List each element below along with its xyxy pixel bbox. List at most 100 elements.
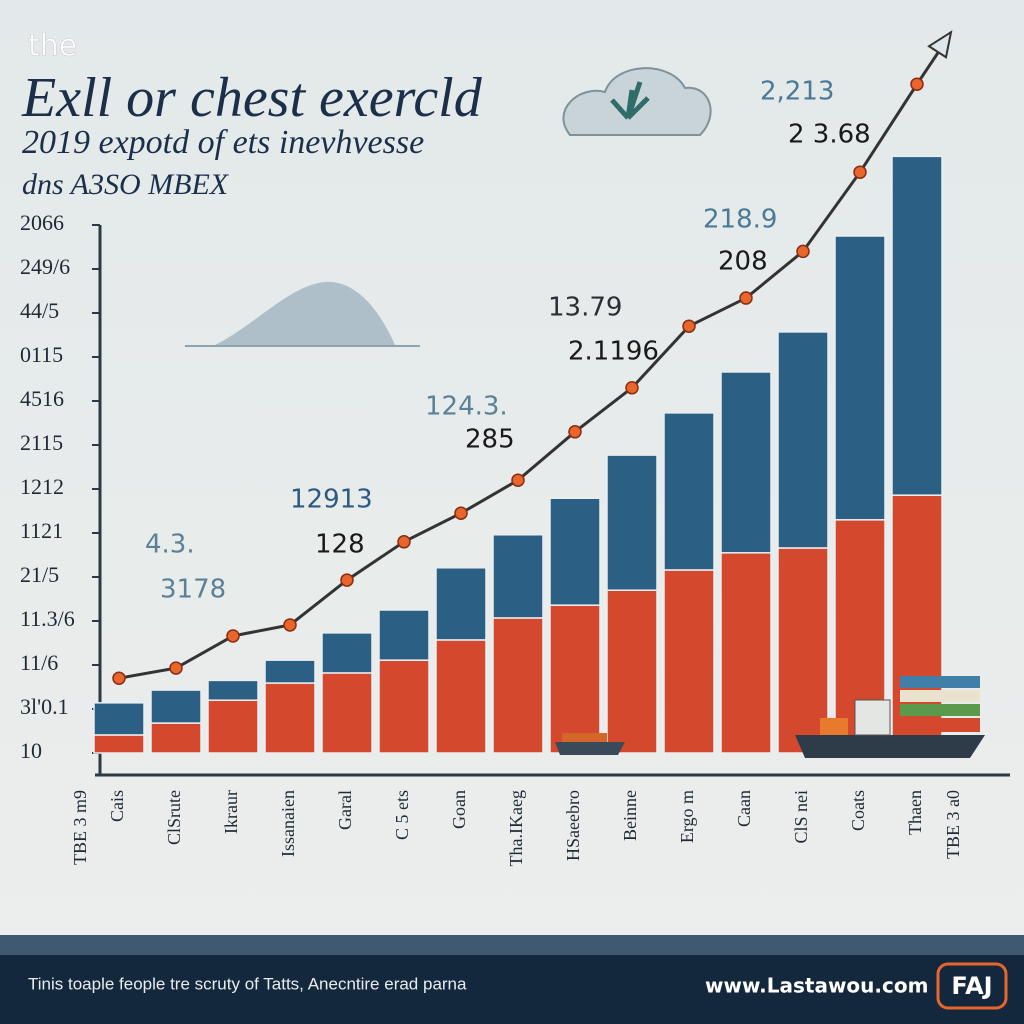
bar-segment (549, 604, 601, 754)
bar-segment (777, 331, 829, 549)
arrowhead (927, 30, 953, 59)
annotation: 124.3. (425, 392, 508, 422)
subtitle: 2019 expotd of ets inevhvesse (22, 124, 424, 161)
y-tick-label: 4516 (20, 386, 64, 411)
y-tick-label: 1212 (20, 474, 64, 499)
footer-site: www.Lastawou.com (705, 974, 928, 998)
bar-segment (777, 547, 829, 754)
bar-segment (264, 682, 316, 754)
x-tick-label: Cais (107, 790, 127, 822)
ship-cabin (854, 699, 891, 736)
ship-container (900, 690, 980, 702)
boat-cargo (562, 733, 607, 742)
line-marker (625, 381, 639, 395)
x-tick-label: Issanaien (278, 790, 298, 857)
annotation: 2 3.68 (788, 120, 871, 150)
annotation: 13.79 (548, 293, 622, 323)
bar-segment (321, 672, 373, 754)
y-tick-label: 10 (20, 738, 42, 763)
bar-segment (834, 235, 886, 521)
ship-container (900, 676, 980, 688)
x-tick-label: ClSrute (164, 790, 184, 845)
bar-segment (606, 589, 658, 754)
line-marker (739, 291, 753, 305)
annotation: 208 (718, 247, 768, 277)
kicker: the (28, 29, 77, 64)
bar-segment (720, 371, 772, 554)
y-tick-label: 11.3/6 (20, 606, 75, 631)
annotation: 285 (465, 425, 515, 455)
bar-segment (321, 632, 373, 674)
annotation: 218.9 (703, 205, 777, 235)
chart-title: Exll or chest exercld (21, 67, 483, 129)
subtitle: dns A3SO MBEX (22, 168, 230, 201)
line-marker (910, 77, 924, 91)
bar-segment (150, 722, 202, 754)
x-tick-label: Garal (335, 790, 355, 830)
y-tick-label: 2066 (20, 210, 64, 235)
badge-text: FAJ (951, 972, 992, 1000)
line-marker (397, 535, 411, 549)
bar-segment (150, 689, 202, 724)
bar-segment (93, 702, 145, 736)
bar-segment (435, 567, 487, 641)
bar-segment (378, 659, 430, 754)
line-marker (454, 506, 468, 520)
x-tick-label: Coats (848, 790, 868, 831)
x-tick-label: Thaen (905, 790, 925, 835)
line-marker (796, 244, 810, 259)
y-tick-label: 21/5 (20, 562, 59, 587)
x-tick-label: TBE 3 m9 (70, 790, 90, 865)
ship-container (900, 704, 980, 716)
x-tick-label: TBE 3 a0 (943, 790, 963, 859)
ship-container (900, 718, 980, 732)
bar-segment (207, 679, 259, 701)
annotation: 4.3. (145, 530, 195, 560)
bar-segment (207, 699, 259, 754)
line-marker (568, 425, 582, 439)
x-tick-label: Tha.IKaeg (506, 790, 526, 866)
x-tick-label: Goan (449, 790, 469, 829)
bar-segment (378, 609, 430, 661)
annotation: 2.1196 (568, 337, 659, 367)
bar-segment (663, 412, 715, 571)
bar-segment (492, 534, 544, 619)
footer (0, 955, 1024, 1024)
y-tick-label: 3l'0.1 (20, 694, 69, 719)
footer-stripe (0, 935, 1024, 955)
bar-segment (264, 659, 316, 684)
bar-segment (720, 552, 772, 754)
boat-illustration (555, 742, 625, 755)
line-marker (226, 629, 240, 643)
bar-segment (606, 454, 658, 591)
x-tick-label: Ergo m (677, 790, 697, 843)
cloud-illustration (562, 67, 712, 136)
line-marker (682, 319, 696, 333)
x-tick-label: ClS nei (791, 790, 811, 844)
line-marker (112, 671, 126, 685)
line-marker (283, 618, 297, 632)
x-tick-label: Beinne (620, 790, 640, 841)
y-tick-label: 249/6 (20, 254, 70, 279)
bar-segment (891, 155, 943, 496)
x-tick-label: HSaeebro (563, 790, 583, 861)
y-tick-label: 2115 (20, 430, 63, 455)
ship-cargo (820, 718, 848, 735)
plant-illustration (610, 81, 650, 120)
y-tick-label: 44/5 (20, 298, 59, 323)
annotation: 3178 (160, 575, 226, 605)
x-tick-label: C 5 ets (392, 790, 412, 840)
line-marker (340, 573, 354, 587)
bar-segment (93, 734, 145, 754)
ship-illustration (795, 735, 985, 758)
annotation: 2,213 (760, 77, 834, 107)
annotation: 12913 (290, 485, 373, 515)
x-tick-label: Caan (734, 790, 754, 827)
bar-segment (663, 569, 715, 754)
y-tick-label: 11/6 (20, 650, 58, 675)
y-tick-label: 0115 (20, 342, 63, 367)
y-tick-label: 1121 (20, 518, 63, 543)
line-marker (169, 661, 183, 675)
